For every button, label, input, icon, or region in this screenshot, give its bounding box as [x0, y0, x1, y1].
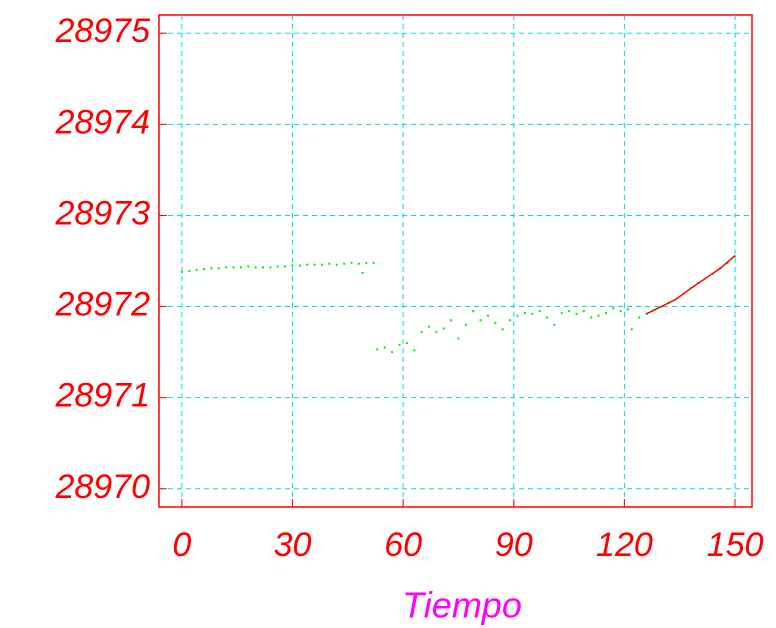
data-point: [627, 308, 630, 311]
data-point: [335, 263, 338, 266]
y-tick-label: 28974: [54, 103, 150, 141]
data-point: [538, 310, 541, 313]
data-point: [328, 262, 331, 265]
data-point: [350, 261, 353, 264]
data-point: [545, 316, 548, 319]
data-point: [612, 307, 615, 310]
data-point: [442, 327, 445, 330]
data-point: [450, 319, 453, 322]
data-point: [509, 319, 512, 322]
data-point: [531, 312, 534, 315]
y-tick-label: 28970: [54, 468, 150, 506]
data-point: [361, 271, 364, 274]
data-point: [365, 261, 368, 264]
data-point: [638, 316, 641, 319]
data-point: [486, 314, 489, 317]
plot-frame: [158, 14, 753, 508]
data-point: [604, 311, 607, 314]
data-point: [494, 321, 497, 324]
data-point: [427, 325, 430, 328]
data-point: [590, 316, 593, 319]
x-tick-label: 120: [596, 526, 653, 564]
y-tick-label: 28971: [54, 377, 150, 415]
data-point: [269, 266, 272, 269]
data-point: [276, 265, 279, 268]
data-point: [306, 263, 309, 266]
data-point: [210, 267, 213, 270]
x-axis-label: Tiempo: [402, 585, 522, 626]
x-tick-label: 90: [495, 526, 533, 564]
data-point: [405, 342, 408, 344]
data-point: [217, 267, 220, 270]
data-point: [391, 351, 394, 354]
x-tick-label: 150: [707, 526, 764, 564]
data-point: [225, 266, 228, 269]
data-point: [582, 310, 585, 313]
data-point: [247, 265, 250, 268]
data-point: [472, 310, 475, 313]
data-point: [398, 343, 401, 346]
data-point: [523, 311, 526, 314]
series-line: [646, 254, 736, 315]
data-point: [457, 337, 460, 340]
data-point: [575, 312, 578, 315]
y-tick-label: 28975: [54, 12, 150, 50]
data-point: [435, 331, 438, 334]
data-point: [464, 323, 467, 326]
data-point: [202, 268, 205, 271]
x-tick-label: 30: [274, 526, 312, 564]
data-point: [383, 346, 386, 349]
data-point: [619, 310, 622, 313]
data-point: [284, 265, 287, 268]
data-point: [501, 328, 504, 331]
data-point: [321, 263, 324, 266]
data-point: [420, 331, 423, 334]
data-point: [239, 266, 242, 269]
data-point: [298, 264, 301, 267]
data-point: [261, 266, 264, 269]
data-point: [597, 314, 600, 317]
data-point: [479, 319, 482, 322]
data-point: [413, 349, 416, 352]
data-point: [195, 269, 198, 272]
data-point: [568, 310, 571, 313]
data-point: [343, 262, 346, 265]
data-point: [553, 323, 556, 326]
x-tick-label: 0: [172, 526, 191, 564]
data-point: [372, 261, 375, 264]
data-point: [357, 262, 360, 265]
data-point: [188, 270, 191, 273]
data-point: [254, 266, 257, 269]
data-point: [291, 264, 294, 267]
data-point: [180, 270, 183, 273]
data-point: [560, 311, 563, 314]
data-point: [516, 314, 519, 317]
x-tick-label: 60: [384, 526, 422, 564]
data-point: [313, 263, 316, 266]
data-point: [232, 266, 235, 269]
y-tick-label: 28973: [54, 194, 150, 232]
y-tick-label: 28972: [54, 286, 150, 324]
data-point: [630, 328, 633, 331]
data-point: [376, 348, 379, 351]
